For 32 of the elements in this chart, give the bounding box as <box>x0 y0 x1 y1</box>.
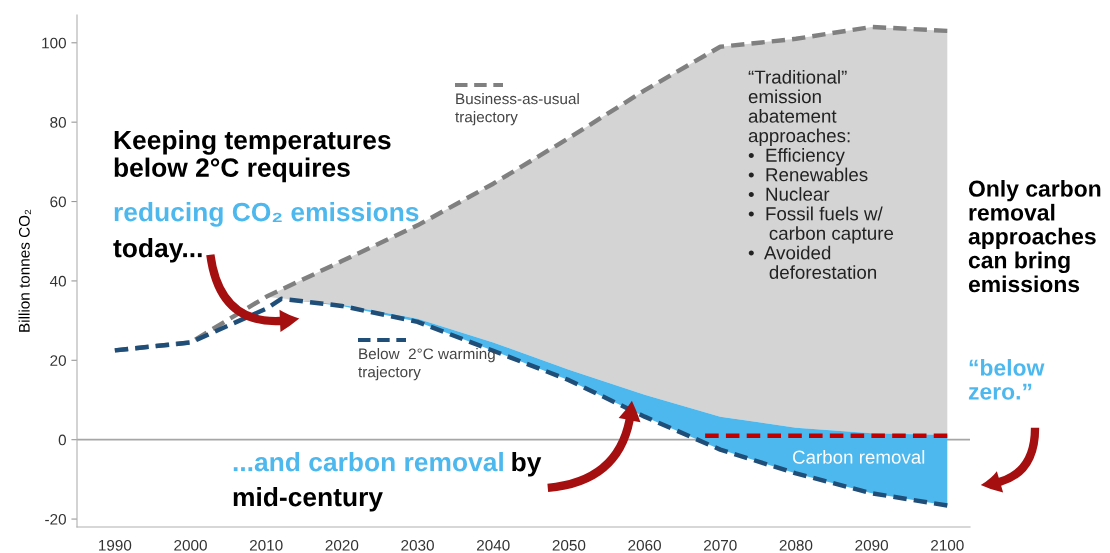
x-tick-label: 2000 <box>174 539 207 551</box>
y-tick-label: -20 <box>45 513 66 525</box>
y-tick-label: 100 <box>42 37 66 49</box>
x-tick-label: 2040 <box>477 539 510 551</box>
x-tick-label: 2010 <box>249 539 283 551</box>
legend-label: Below 2°C warming trajectory <box>358 348 495 381</box>
x-tick-label: 2050 <box>552 539 586 551</box>
annotation: “below zero.” <box>968 359 1045 400</box>
y-tick-label: 40 <box>49 275 66 287</box>
annotation: Keeping temperatures below 2°C requires <box>114 130 391 183</box>
x-tick-label: 2090 <box>855 539 889 551</box>
y-tick-label: 80 <box>50 117 66 128</box>
annotation: reducing CO₂ emissions <box>114 202 419 227</box>
x-tick-label: 1990 <box>99 539 132 551</box>
x-tick-label: 2100 <box>931 539 964 551</box>
x-tick-label: 2080 <box>779 539 813 551</box>
y-axis-title: Billion tonnes CO₂ <box>18 209 31 332</box>
x-tick-label: 2070 <box>704 539 737 551</box>
legend-label: Business-as-usual trajectory <box>455 93 579 126</box>
annotation: Only carbon removal approaches can bring emissions <box>968 180 1101 293</box>
annotation: mid-century <box>233 487 383 512</box>
y-tick-label: 60 <box>50 196 66 208</box>
text: “Traditional” emission abatement approaches: • Efficiency • Renewables • Nuclear • Fossil fuels w/ carbon capture • Avoided deforestation <box>748 70 894 279</box>
annotation: today... <box>113 238 202 263</box>
annotation: by <box>512 452 542 477</box>
x-tick-label: 2020 <box>325 539 359 551</box>
annotation: Carbon removal <box>792 450 925 464</box>
y-tick-label: 0 <box>58 434 66 446</box>
x-tick-label: 2030 <box>401 539 434 551</box>
y-tick-label: 20 <box>50 355 66 366</box>
x-tick-label: 2060 <box>628 539 661 551</box>
annotation: ...and carbon removal <box>233 452 503 472</box>
